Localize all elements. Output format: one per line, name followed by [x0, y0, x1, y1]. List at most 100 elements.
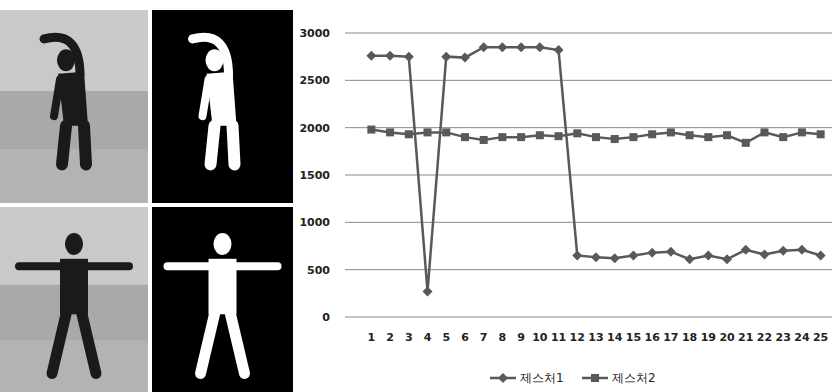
- x-tick-label: 11: [551, 331, 566, 344]
- marker: [592, 133, 600, 141]
- legend-label: 제스처1: [520, 371, 564, 385]
- x-tick-label: 23: [776, 331, 791, 344]
- marker: [648, 130, 656, 138]
- marker: [759, 250, 769, 260]
- photo-bg: [0, 207, 148, 392]
- arms: [168, 262, 278, 270]
- series-line: [371, 130, 820, 143]
- marker: [685, 254, 695, 264]
- x-tick-label: 18: [682, 331, 697, 344]
- legend-marker: [591, 374, 599, 382]
- marker: [386, 128, 394, 136]
- x-tick-label: 12: [570, 331, 585, 344]
- y-tick-label: 0: [322, 311, 330, 324]
- legs: [201, 314, 245, 373]
- photo: [0, 207, 148, 392]
- legs: [62, 126, 86, 165]
- marker: [760, 128, 768, 136]
- x-tick-label: 14: [607, 331, 623, 344]
- marker: [424, 128, 432, 136]
- plot-area: [366, 42, 825, 296]
- y-tick-label: 1000: [299, 216, 330, 229]
- grid-line: [345, 317, 832, 318]
- marker: [535, 42, 545, 52]
- photo: [0, 10, 148, 203]
- grid-line: [345, 269, 832, 270]
- legs: [211, 126, 235, 165]
- y-tick-label: 2000: [299, 122, 330, 135]
- arm: [203, 79, 209, 116]
- x-tick-label: 1: [368, 331, 376, 344]
- marker: [742, 139, 750, 147]
- x-tick-label: 6: [461, 331, 469, 344]
- silhouette: [152, 10, 293, 203]
- marker: [779, 133, 787, 141]
- marker: [497, 42, 507, 52]
- x-tick-label: 5: [442, 331, 450, 344]
- marker: [704, 133, 712, 141]
- x-tick-label: 7: [480, 331, 488, 344]
- marker: [461, 133, 469, 141]
- x-tick-label: 15: [626, 331, 641, 344]
- grid-line: [345, 80, 832, 81]
- y-tick-label: 3000: [299, 27, 330, 40]
- marker: [367, 126, 375, 134]
- x-tick-label: 17: [663, 331, 678, 344]
- grid-line: [345, 222, 832, 223]
- marker: [536, 131, 544, 139]
- marker: [441, 52, 451, 62]
- x-tick-label: 8: [499, 331, 507, 344]
- y-tick-label: 1500: [299, 169, 330, 182]
- marker: [573, 129, 581, 137]
- x-tick-label: 10: [532, 331, 548, 344]
- x-tick-label: 3: [405, 331, 413, 344]
- marker: [723, 131, 731, 139]
- silhouette-bg: [152, 207, 293, 392]
- marker: [404, 52, 414, 62]
- marker: [572, 250, 582, 260]
- x-tick-label: 19: [701, 331, 716, 344]
- silhouette-bg: [152, 10, 293, 203]
- series-line: [371, 47, 820, 291]
- marker: [722, 254, 732, 264]
- x-tick-label: 25: [813, 331, 828, 344]
- marker: [647, 248, 657, 258]
- legs: [52, 314, 96, 373]
- y-tick-label: 500: [307, 264, 330, 277]
- head: [65, 233, 83, 255]
- marker: [686, 131, 694, 139]
- marker: [366, 51, 376, 61]
- photo-floor: [0, 340, 148, 392]
- marker: [442, 128, 450, 136]
- marker: [555, 132, 563, 140]
- arms: [19, 262, 129, 270]
- x-tick-label: 16: [645, 331, 661, 344]
- silhouette: [152, 207, 293, 392]
- arm: [193, 37, 229, 75]
- x-tick-label: 9: [517, 331, 525, 344]
- marker: [778, 246, 788, 256]
- marker: [798, 128, 806, 136]
- marker: [554, 45, 564, 55]
- marker: [629, 133, 637, 141]
- marker: [385, 51, 395, 61]
- marker: [591, 252, 601, 262]
- x-tick-label: 22: [757, 331, 772, 344]
- photo-bg: [0, 10, 148, 203]
- legend-marker: [498, 373, 508, 383]
- marker: [797, 245, 807, 255]
- marker: [610, 253, 620, 263]
- marker: [817, 130, 825, 138]
- legend-label: 제스처2: [612, 371, 656, 385]
- photo-floor: [0, 149, 148, 203]
- marker: [816, 250, 826, 260]
- marker: [460, 53, 470, 63]
- marker: [666, 247, 676, 257]
- marker: [479, 42, 489, 52]
- x-tick-label: 2: [386, 331, 394, 344]
- marker: [611, 135, 619, 143]
- marker: [628, 250, 638, 260]
- arm: [44, 37, 80, 75]
- legend: 제스처1 제스처2: [490, 371, 656, 385]
- x-tick-label: 24: [794, 331, 810, 344]
